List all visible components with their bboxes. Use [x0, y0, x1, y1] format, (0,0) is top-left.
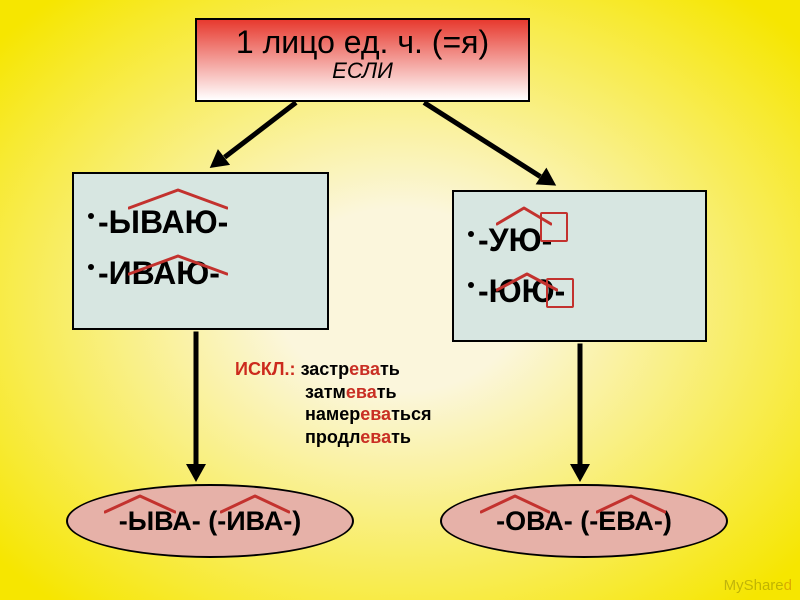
word-highlight: ева: [349, 359, 380, 379]
list-item: -ЫВАЮ-: [98, 204, 313, 241]
ending-box-icon: [546, 278, 574, 308]
exception-label: ИСКЛ.:: [235, 359, 301, 379]
suffix-label: -ЫВАЮ-: [98, 204, 228, 240]
word-ending: ть: [391, 427, 411, 447]
exceptions-block: ИСКЛ.: застреватьзатмеватьнамереватьсяпр…: [235, 358, 431, 448]
exception-word: намереваться: [235, 403, 431, 426]
exception-word: ИСКЛ.: застревать: [235, 358, 431, 381]
word-stem: затм: [305, 382, 346, 402]
exception-word: продлевать: [235, 426, 431, 449]
word-highlight: ева: [360, 427, 391, 447]
word-ending: ть: [377, 382, 397, 402]
right-items: -УЮ- -ЮЮ-: [468, 222, 691, 310]
list-item: -УЮ-: [478, 222, 691, 259]
watermark-accent: d: [784, 577, 792, 594]
word-highlight: ева: [360, 404, 391, 424]
ellipse-label: -ЫВА- (-ИВА-): [119, 506, 302, 537]
arrow-head-icon: [186, 464, 206, 482]
word-ending: ться: [391, 404, 431, 424]
result-ellipse-left: -ЫВА- (-ИВА-): [66, 484, 354, 558]
diagram-stage: 1 лицо ед. ч. (=я) ЕСЛИ -ЫВАЮ- -ИВАЮ- -У…: [0, 0, 800, 600]
left-branch-box: -ЫВАЮ- -ИВАЮ-: [72, 172, 329, 330]
arrow-head-icon: [570, 464, 590, 482]
exception-word: затмевать: [235, 381, 431, 404]
left-items: -ЫВАЮ- -ИВАЮ-: [88, 204, 313, 292]
list-item: -ИВАЮ-: [98, 255, 313, 292]
right-branch-box: -УЮ- -ЮЮ-: [452, 190, 707, 342]
ellipse-label: -ОВА- (-ЕВА-): [496, 506, 672, 537]
list-item: -ЮЮ-: [478, 273, 691, 310]
watermark: MyShared: [724, 577, 792, 594]
word-stem: продл: [305, 427, 360, 447]
bullet-icon: [88, 264, 94, 270]
word-stem: намер: [305, 404, 360, 424]
watermark-text: MyShare: [724, 577, 784, 594]
bullet-icon: [468, 282, 474, 288]
word-highlight: ева: [346, 382, 377, 402]
bullet-icon: [468, 231, 474, 237]
bullet-icon: [88, 213, 94, 219]
word-ending: ть: [380, 359, 400, 379]
arrow-shaft: [578, 343, 583, 464]
suffix-label: -ИВАЮ-: [98, 255, 220, 291]
header-title: 1 лицо ед. ч. (=я): [211, 26, 514, 60]
word-stem: застр: [301, 359, 350, 379]
arrow-shaft: [194, 331, 199, 464]
header-box: 1 лицо ед. ч. (=я) ЕСЛИ: [195, 18, 530, 102]
arrow-shaft: [223, 100, 298, 159]
ending-box-icon: [540, 212, 568, 242]
result-ellipse-right: -ОВА- (-ЕВА-): [440, 484, 728, 558]
header-subtitle: ЕСЛИ: [211, 60, 514, 82]
arrow-shaft: [423, 100, 542, 179]
